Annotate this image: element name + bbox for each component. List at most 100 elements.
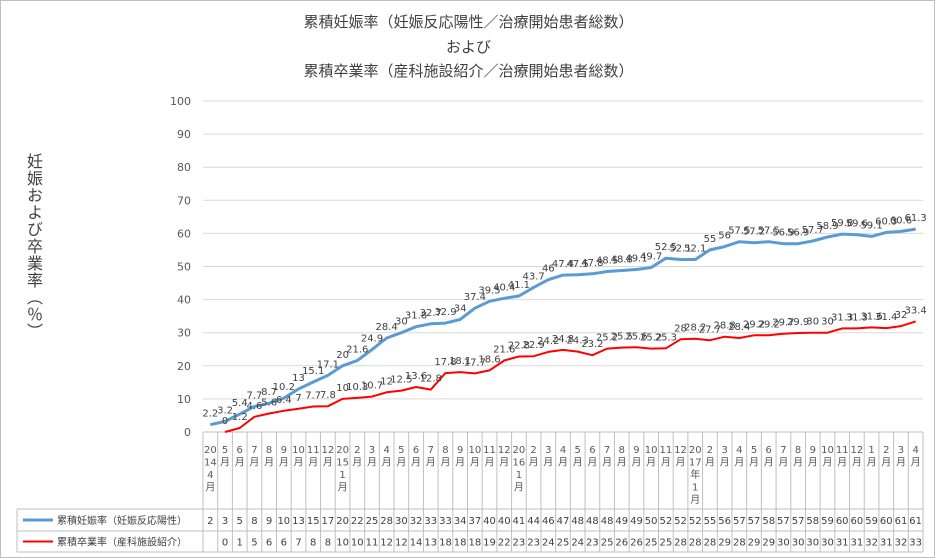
data-label: 60.6: [890, 215, 912, 226]
data-label: 57.7: [802, 225, 824, 236]
y-tick-label: 50: [177, 261, 191, 274]
table-cell: 17: [322, 516, 335, 527]
data-label: 47.5: [567, 259, 589, 270]
table-cell: 34: [454, 516, 467, 527]
table-cell: 57: [748, 516, 761, 527]
table-cell: 58: [806, 516, 819, 527]
table-cell: 14: [410, 538, 423, 549]
table-cell: 24: [542, 538, 555, 549]
data-label: 30: [821, 317, 834, 328]
table-cell: 1: [237, 538, 243, 549]
data-label: 57.2: [743, 227, 765, 238]
data-label: 18.6: [478, 354, 500, 365]
table-cell: 13: [424, 538, 437, 549]
data-label: 52.1: [669, 244, 691, 255]
data-label: 52.5: [655, 242, 677, 253]
table-cell: 29: [762, 538, 775, 549]
table-cell: 22: [498, 538, 511, 549]
data-label: 56: [718, 231, 731, 242]
data-label: 28.8: [713, 321, 735, 332]
table-cell: 58: [762, 516, 775, 527]
data-label: 17.7: [464, 357, 486, 368]
data-label: 12.8: [420, 374, 442, 385]
series-line-1: [209, 227, 916, 427]
table-cell: 24: [571, 538, 584, 549]
x-tick-label: 10 月: [821, 445, 834, 469]
data-label: 59.8: [831, 218, 853, 229]
data-label: 7.7: [246, 391, 262, 402]
data-label: 15.1: [302, 366, 324, 377]
table-cell: 3: [222, 516, 228, 527]
table-cell: 59: [865, 516, 878, 527]
table-cell: 30: [395, 516, 408, 527]
table-cell: 18: [439, 538, 452, 549]
table-cell: 28: [704, 538, 717, 549]
table-cell: 48: [586, 516, 599, 527]
table-cell: 28: [733, 538, 746, 549]
table-cell: 25: [645, 538, 658, 549]
table-cell: 59: [821, 516, 834, 527]
data-label: 2.2: [202, 409, 218, 420]
data-label: 29.2: [758, 319, 780, 330]
table-cell: 28: [380, 516, 393, 527]
data-label: 32.7: [420, 308, 442, 319]
data-label: 31.8: [405, 311, 427, 322]
data-label: 24.2: [537, 336, 559, 347]
data-label: 55: [704, 234, 717, 245]
data-label: 28: [674, 323, 687, 334]
table-cell: 6: [281, 538, 287, 549]
data-label: 30: [806, 317, 819, 328]
table-cell: 48: [601, 516, 614, 527]
data-label: 60.3: [875, 216, 897, 227]
x-tick-label: 20 16 1 月: [513, 445, 526, 494]
table-cell: 57: [733, 516, 746, 527]
data-label: 57.5: [728, 226, 750, 237]
table-cell: 61: [895, 516, 908, 527]
table-cell: 52: [689, 516, 702, 527]
data-label: 48.8: [611, 254, 633, 265]
table-cell: 8: [325, 538, 331, 549]
data-label: 18.1: [449, 356, 471, 367]
data-label: 24.9: [361, 334, 383, 345]
data-label: 52.1: [684, 244, 706, 255]
data-label: 34: [454, 303, 467, 314]
legend-label: 累積妊娠率（妊娠反応陽性）: [57, 514, 187, 527]
table-cell: 30: [821, 538, 834, 549]
data-label: 31.6: [860, 311, 882, 322]
chart-title-line-3: 累積卒業率（産科施設紹介／治療開始患者総数）: [303, 62, 634, 80]
table-cell: 2: [207, 516, 213, 527]
data-label: 0: [222, 416, 228, 427]
x-tick-label: 20 15 1 月: [336, 445, 349, 494]
y-tick-label: 90: [177, 128, 191, 141]
data-label: 22.9: [522, 340, 544, 351]
x-tick-label: 11 月: [307, 445, 320, 469]
data-label: 24.8: [552, 334, 574, 345]
data-label: 5.6: [261, 397, 277, 408]
table-cell: 18: [468, 538, 481, 549]
data-label: 25.2: [640, 333, 662, 344]
table-cell: 5: [251, 538, 257, 549]
data-label: 47.8: [581, 258, 603, 269]
data-label: 4.6: [246, 401, 262, 412]
table-cell: 11: [366, 538, 379, 549]
data-label: 23.2: [581, 339, 603, 350]
data-label: 29.7: [772, 318, 794, 329]
